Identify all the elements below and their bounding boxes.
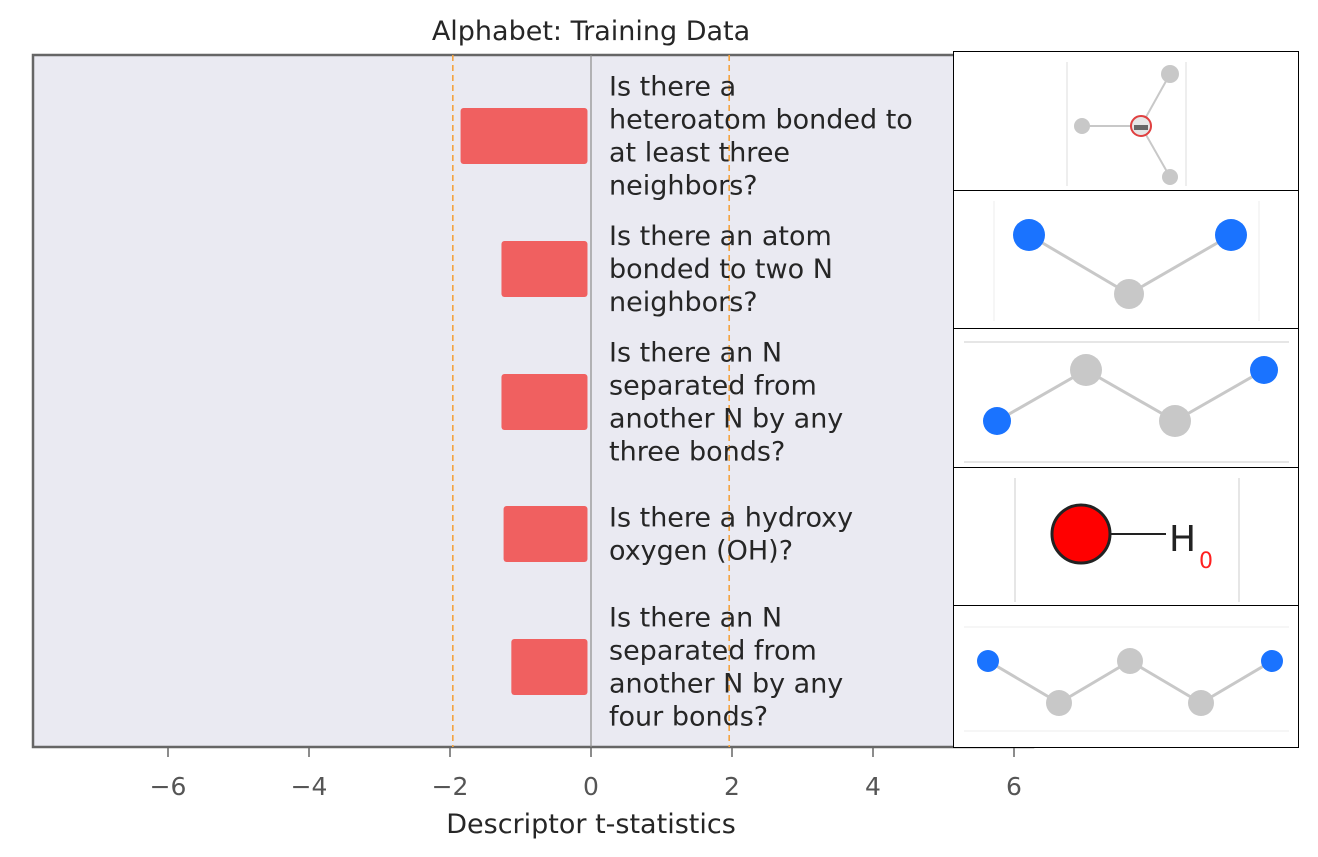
x-tick-label: −6: [150, 772, 187, 801]
x-tick-label: −2: [432, 772, 469, 801]
bar: [503, 506, 588, 562]
molecule-icon: [993, 201, 1260, 321]
x-tick-label: 2: [724, 772, 740, 801]
molecule-icon: [1066, 62, 1187, 186]
chart-title: Alphabet: Training Data: [432, 16, 750, 47]
bar: [501, 374, 588, 430]
category-label: Is there a heteroatom bonded to at least t…: [609, 72, 913, 202]
x-axis-ticks: −6 −4 −2 0 2 4 6: [150, 747, 1022, 801]
category-label: Is there a hydroxy oxygen (OH)?: [609, 503, 853, 567]
hydrogen-count-label: 0: [1199, 549, 1213, 574]
x-tick-label: −4: [291, 772, 328, 801]
hydrogen-label: H: [1169, 519, 1196, 560]
x-tick-label: 6: [1006, 772, 1022, 801]
reference-lines: [452, 55, 730, 747]
molecule-icon: H 0: [1014, 478, 1240, 602]
molecule-thumbnail-heteroatom-three-neighbors: [953, 51, 1299, 191]
molecule-thumbnail-n-n-four-bonds: [953, 605, 1299, 748]
bar: [511, 639, 588, 695]
x-tick-label: 0: [583, 772, 599, 801]
bars: [460, 108, 588, 695]
x-tick-label: 4: [865, 772, 881, 801]
molecule-icon: [964, 626, 1289, 732]
bar: [460, 108, 588, 164]
bar-labels: Is there a heteroatom bonded to at least t…: [609, 72, 913, 733]
molecule-thumbnail-hydroxy-oxygen: H 0: [953, 467, 1299, 606]
x-axis-label: Descriptor t-statistics: [446, 809, 736, 840]
molecule-thumbnail-atom-two-n-neighbors: [953, 190, 1299, 329]
molecule-thumbnail-n-n-three-bonds: [953, 328, 1299, 468]
molecule-icon: [964, 341, 1289, 463]
bar: [501, 241, 588, 297]
